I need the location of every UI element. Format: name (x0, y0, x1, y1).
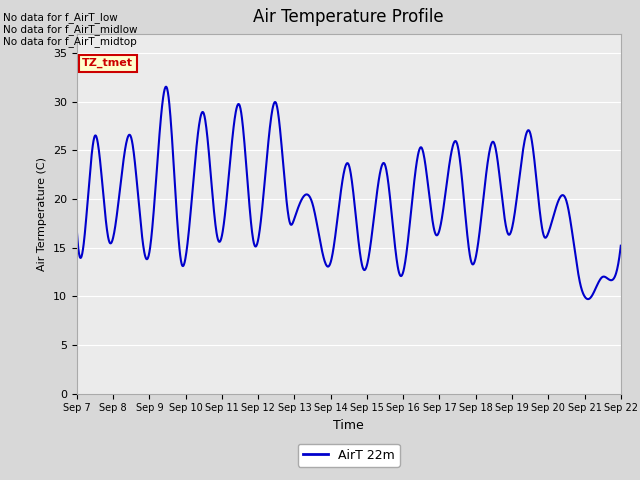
Text: TZ_tmet: TZ_tmet (82, 58, 133, 68)
Legend: AirT 22m: AirT 22m (298, 444, 399, 467)
Text: No data for f_AirT_low: No data for f_AirT_low (3, 12, 118, 23)
Title: Air Temperature Profile: Air Temperature Profile (253, 9, 444, 26)
Text: No data for f_AirT_midtop: No data for f_AirT_midtop (3, 36, 137, 47)
Text: No data for f_AirT_midlow: No data for f_AirT_midlow (3, 24, 138, 35)
X-axis label: Time: Time (333, 419, 364, 432)
Y-axis label: Air Termperature (C): Air Termperature (C) (37, 156, 47, 271)
